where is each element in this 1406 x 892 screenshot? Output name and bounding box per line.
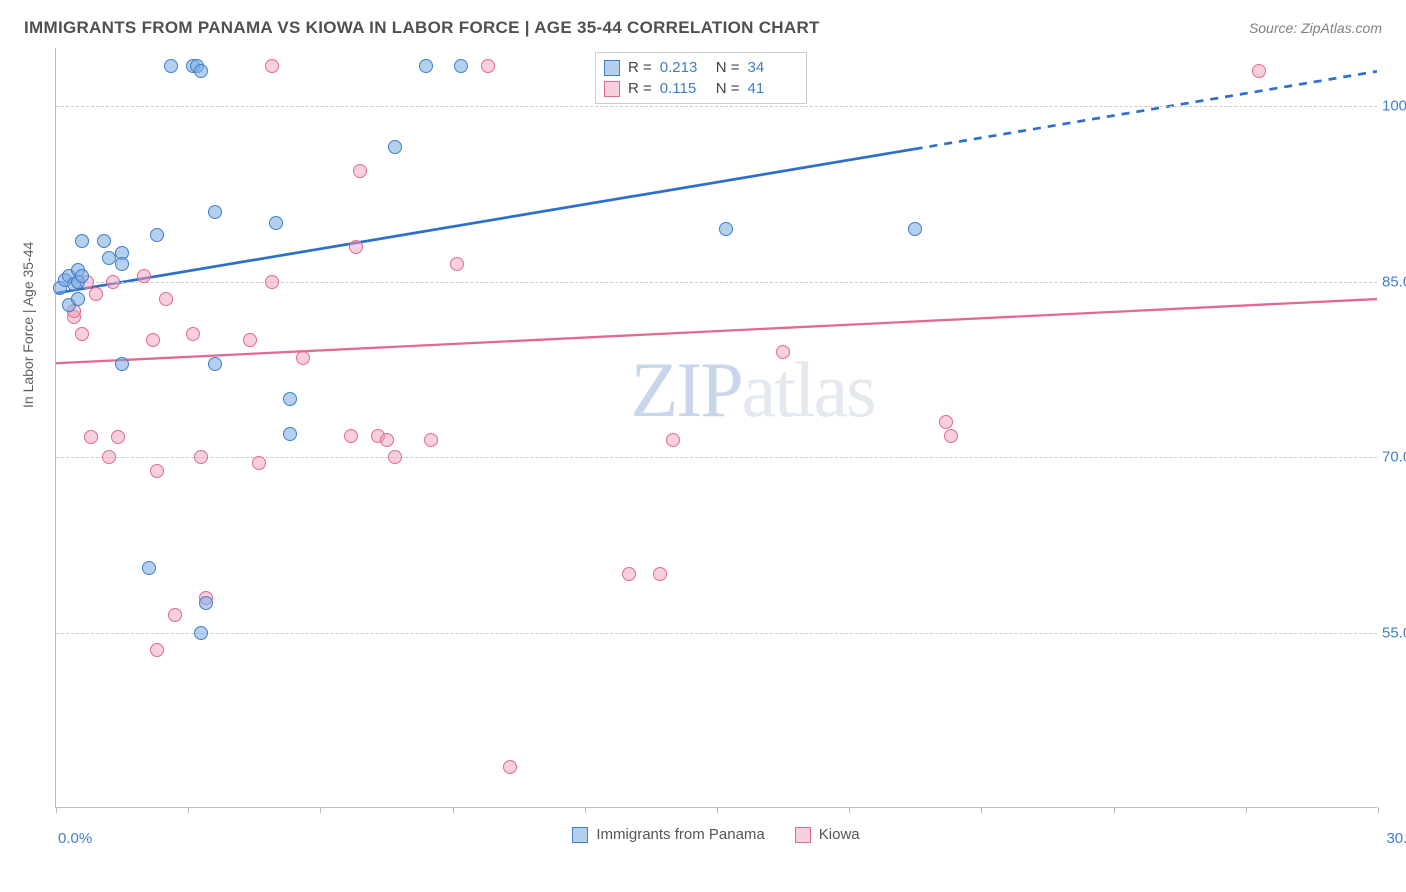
data-point [388, 140, 402, 154]
swatch-icon [572, 827, 588, 843]
data-point [137, 269, 151, 283]
data-point [776, 345, 790, 359]
data-point [208, 205, 222, 219]
data-point [186, 327, 200, 341]
stat-legend: R = 0.213 N = 34 R = 0.115 N = 41 [595, 52, 807, 104]
data-point [269, 216, 283, 230]
data-point [252, 456, 266, 470]
grid-line [56, 633, 1377, 634]
data-point [194, 626, 208, 640]
data-point [115, 257, 129, 271]
data-point [296, 351, 310, 365]
data-point [424, 433, 438, 447]
x-tick-mark [849, 807, 850, 813]
data-point [89, 287, 103, 301]
data-point [380, 433, 394, 447]
data-point [1252, 64, 1266, 78]
data-point [719, 222, 733, 236]
data-point [106, 275, 120, 289]
data-point [84, 430, 98, 444]
x-tick-last: 30.0% [1386, 830, 1406, 847]
data-point [265, 275, 279, 289]
x-tick-mark [1114, 807, 1115, 813]
data-point [194, 64, 208, 78]
x-tick-mark [188, 807, 189, 813]
data-point [146, 333, 160, 347]
data-point [653, 567, 667, 581]
data-point [142, 561, 156, 575]
data-point [150, 464, 164, 478]
stat-row-kiowa: R = 0.115 N = 41 [604, 78, 796, 99]
chart-header: IMMIGRANTS FROM PANAMA VS KIOWA IN LABOR… [24, 18, 1382, 38]
data-point [243, 333, 257, 347]
swatch-icon [604, 81, 620, 97]
plot-wrapper: ZIPatlas 55.0%70.0%85.0%100.0% 0.0% 30.0… [55, 48, 1377, 808]
swatch-icon [604, 60, 620, 76]
y-tick-label: 85.0% [1382, 273, 1406, 290]
data-point [115, 357, 129, 371]
data-point [265, 59, 279, 73]
data-point [908, 222, 922, 236]
data-point [159, 292, 173, 306]
x-tick-mark [320, 807, 321, 813]
data-point [283, 427, 297, 441]
data-point [102, 450, 116, 464]
data-point [666, 433, 680, 447]
data-point [168, 608, 182, 622]
x-tick-mark [56, 807, 57, 813]
x-tick-mark [1378, 807, 1379, 813]
x-tick-mark [1246, 807, 1247, 813]
y-axis-title: In Labor Force | Age 35-44 [20, 242, 36, 408]
data-point [353, 164, 367, 178]
data-point [164, 59, 178, 73]
y-tick-label: 100.0% [1382, 98, 1406, 115]
data-point [283, 392, 297, 406]
y-tick-label: 55.0% [1382, 624, 1406, 641]
data-point [454, 59, 468, 73]
data-point [111, 430, 125, 444]
data-point [450, 257, 464, 271]
legend-item-kiowa: Kiowa [795, 826, 860, 843]
y-tick-label: 70.0% [1382, 449, 1406, 466]
data-point [150, 228, 164, 242]
data-point [349, 240, 363, 254]
data-point [503, 760, 517, 774]
trend-lines [56, 48, 1377, 807]
data-point [481, 59, 495, 73]
source-label: Source: ZipAtlas.com [1249, 20, 1382, 36]
data-point [194, 450, 208, 464]
bottom-legend: Immigrants from Panama Kiowa [55, 826, 1377, 843]
x-tick-mark [453, 807, 454, 813]
data-point [199, 596, 213, 610]
plot-area: 55.0%70.0%85.0%100.0% [55, 48, 1377, 808]
swatch-icon [795, 827, 811, 843]
data-point [75, 269, 89, 283]
data-point [939, 415, 953, 429]
data-point [622, 567, 636, 581]
data-point [419, 59, 433, 73]
data-point [102, 251, 116, 265]
x-tick-mark [585, 807, 586, 813]
data-point [75, 327, 89, 341]
x-tick-mark [981, 807, 982, 813]
data-point [71, 292, 85, 306]
grid-line [56, 106, 1377, 107]
data-point [388, 450, 402, 464]
data-point [97, 234, 111, 248]
legend-item-panama: Immigrants from Panama [572, 826, 764, 843]
x-tick-mark [717, 807, 718, 813]
data-point [944, 429, 958, 443]
data-point [208, 357, 222, 371]
data-point [344, 429, 358, 443]
grid-line [56, 282, 1377, 283]
stat-row-panama: R = 0.213 N = 34 [604, 57, 796, 78]
data-point [75, 234, 89, 248]
chart-title: IMMIGRANTS FROM PANAMA VS KIOWA IN LABOR… [24, 18, 820, 38]
data-point [150, 643, 164, 657]
